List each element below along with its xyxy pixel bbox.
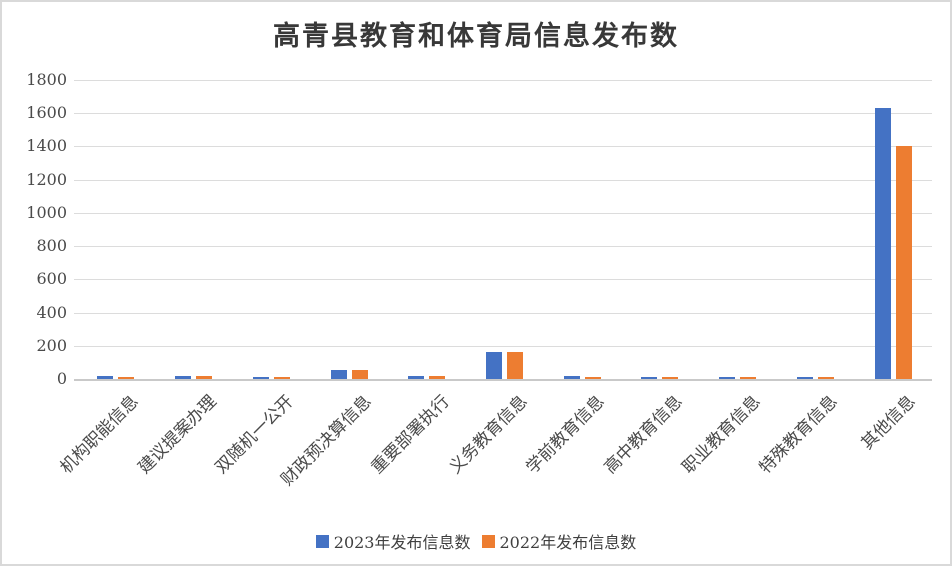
gridline <box>74 80 932 81</box>
y-tick-label: 1600 <box>26 103 67 123</box>
bar-2022年发布信息数 <box>196 376 213 379</box>
bar-2022年发布信息数 <box>584 377 601 379</box>
x-category-label: 义务教育信息 <box>444 391 532 478</box>
bar-2023年发布信息数 <box>175 375 192 379</box>
bar-2022年发布信息数 <box>507 351 523 379</box>
legend-item: 2022年发布信息数 <box>481 529 637 553</box>
bar-2022年发布信息数 <box>662 377 679 379</box>
x-category-label: 特殊教育信息 <box>755 391 843 478</box>
gridline <box>74 146 932 148</box>
bar-2022年发布信息数 <box>817 377 834 379</box>
bar-2022年发布信息数 <box>273 377 290 379</box>
legend: 2023年发布信息数 2022年发布信息数 <box>2 529 950 553</box>
bar-2023年发布信息数 <box>408 375 425 379</box>
bar-2023年发布信息数 <box>874 108 891 379</box>
y-tick-label: 800 <box>36 236 67 256</box>
x-category-label: 职业教育信息 <box>678 391 765 478</box>
y-tick-label: 1400 <box>26 136 67 156</box>
legend-label: 2022年发布信息数 <box>499 533 637 552</box>
y-tick-label: 1200 <box>26 169 67 189</box>
x-category-label: 高中教育信息 <box>600 391 687 478</box>
bar-2023年发布信息数 <box>719 377 736 379</box>
legend-label: 2023年发布信息数 <box>333 533 471 552</box>
legend-swatch-icon <box>315 534 329 548</box>
bar-2022年发布信息数 <box>118 377 135 379</box>
bar-2023年发布信息数 <box>796 377 813 379</box>
bar-2022年发布信息数 <box>895 146 912 379</box>
gridline <box>74 312 932 314</box>
bar-2022年发布信息数 <box>740 377 757 379</box>
x-category-label: 学前教育信息 <box>522 391 609 478</box>
gridline <box>74 279 932 281</box>
y-tick-label: 200 <box>36 335 67 355</box>
y-tick-label: 0 <box>56 369 67 388</box>
bar-2023年发布信息数 <box>563 375 580 379</box>
y-tick-label: 400 <box>36 302 67 322</box>
gridline <box>74 246 932 248</box>
bar-2023年发布信息数 <box>486 351 502 379</box>
bar-2022年发布信息数 <box>429 376 446 379</box>
y-tick-label: 600 <box>36 269 67 289</box>
x-axis-line <box>74 379 932 381</box>
y-tick-label: 1800 <box>26 70 67 89</box>
bar-2023年发布信息数 <box>97 376 114 379</box>
gridline <box>74 113 932 115</box>
bar-2023年发布信息数 <box>641 377 658 379</box>
bar-2022年发布信息数 <box>351 370 368 379</box>
legend-swatch-icon <box>481 534 495 548</box>
bar-2023年发布信息数 <box>252 377 269 379</box>
y-tick-label: 1000 <box>26 202 67 222</box>
x-category-label: 机构职能信息 <box>56 391 143 478</box>
x-category-label: 其他信息 <box>857 391 920 454</box>
x-category-label: 建议提案办理 <box>134 391 221 478</box>
bar-2023年发布信息数 <box>330 369 347 379</box>
gridline <box>74 212 932 214</box>
x-category-label: 双随机一公开 <box>211 391 299 478</box>
gridline <box>74 179 932 181</box>
legend-item: 2023年发布信息数 <box>315 529 471 553</box>
gridline <box>74 345 932 347</box>
chart-title: 高青县教育和体育局信息发布数 <box>273 21 679 52</box>
x-category-label: 重要部署执行 <box>367 391 454 478</box>
